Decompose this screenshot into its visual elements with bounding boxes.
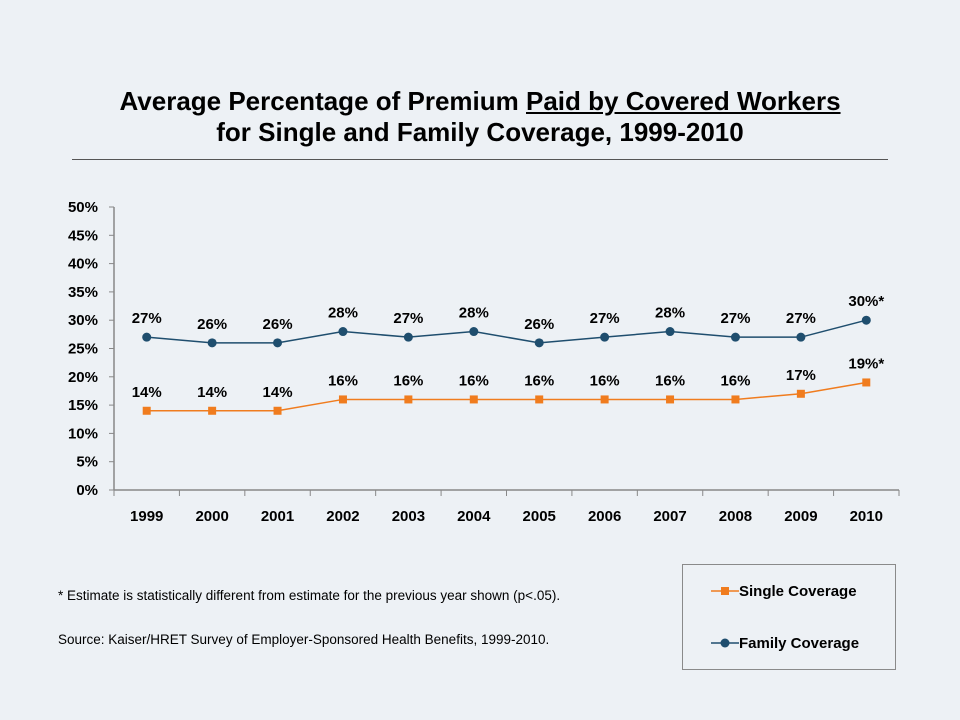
data-label: 27% [590,310,620,327]
data-point [731,395,740,404]
data-label: 14% [197,384,227,401]
title-divider [72,159,888,160]
legend-label-single: Single Coverage [739,583,857,600]
data-point [665,327,675,337]
y-tick-label: 0% [76,482,98,499]
legend-label-family: Family Coverage [739,635,860,652]
data-label: 16% [459,372,489,389]
data-point [208,406,217,415]
data-point [730,332,740,342]
title-line1-underlined: Paid by Covered Workers [526,86,841,116]
y-tick-label: 45% [68,227,98,244]
data-label: 16% [393,372,423,389]
y-tick-label: 15% [68,397,98,414]
x-tick-label: 2007 [653,508,686,525]
x-tick-label: 1999 [130,508,163,525]
y-tick-label: 35% [68,284,98,301]
source-note: Source: Kaiser/HRET Survey of Employer-S… [58,632,550,647]
data-label: 16% [720,372,750,389]
data-label: 16% [655,372,685,389]
x-tick-label: 2004 [457,508,491,525]
data-point [404,395,413,404]
y-tick-label: 5% [76,454,98,471]
data-label: 26% [263,316,293,333]
data-label: 17% [786,367,816,384]
data-label: 27% [393,310,423,327]
data-point [535,395,544,404]
data-label: 27% [786,310,816,327]
data-label: 28% [459,305,489,322]
legend-item-single: Single Coverage [683,580,895,604]
data-label: 26% [524,316,554,333]
data-point [469,327,479,337]
data-label: 14% [132,384,162,401]
series-line [146,319,867,344]
data-label: 16% [328,372,358,389]
data-point [469,395,478,404]
data-label: 16% [524,372,554,389]
y-tick-label: 10% [68,425,98,442]
y-tick-label: 50% [68,199,98,216]
data-label: 14% [263,384,293,401]
x-tick-label: 2005 [523,508,556,525]
circle-marker-icon [711,638,739,648]
x-tick-label: 2010 [850,508,883,525]
data-point [207,338,217,348]
data-label: 30%* [848,293,884,310]
data-point [534,338,544,348]
square-marker-icon [711,587,739,595]
data-point [338,327,348,337]
data-label: 27% [132,310,162,327]
x-tick-label: 2000 [195,508,228,525]
data-label: 28% [328,305,358,322]
series-line [146,381,867,412]
y-tick-label: 40% [68,256,98,273]
data-point [666,395,675,404]
line-chart: 0% 5% 10% 15% 20% 25% 30% 35% 40% 45% 50% 1999 2000 2… [68,199,900,525]
x-tick-label: 2008 [719,508,752,525]
x-tick-label: 2006 [588,508,621,525]
data-point [861,315,871,325]
data-point [796,332,806,342]
chart-title: Average Percentage of Premium Paid by Co… [0,86,960,148]
data-point [142,332,152,342]
data-label: 19%* [848,355,884,372]
data-label: 28% [655,305,685,322]
y-tick-label: 20% [68,369,98,386]
legend: Single Coverage Family Coverage [682,564,896,670]
data-point [600,395,609,404]
x-tick-label: 2002 [326,508,359,525]
data-label: 26% [197,316,227,333]
x-tick-label: 2003 [392,508,425,525]
data-point [600,332,610,342]
data-point [273,338,283,348]
footnote: * Estimate is statistically different fr… [58,588,561,603]
x-tick-label: 2001 [261,508,294,525]
title-line1-prefix: Average Percentage of Premium [119,86,526,116]
legend-item-family: Family Coverage [683,632,895,656]
data-point [338,395,347,404]
data-point [796,389,805,398]
data-point [403,332,413,342]
data-point [142,406,151,415]
data-label: 16% [590,372,620,389]
y-tick-label: 30% [68,312,98,329]
title-line2: for Single and Family Coverage, 1999-201… [216,117,744,147]
data-point [273,406,282,415]
x-tick-label: 2009 [784,508,817,525]
data-point [862,378,871,387]
data-label: 27% [720,310,750,327]
y-tick-label: 25% [68,341,98,358]
